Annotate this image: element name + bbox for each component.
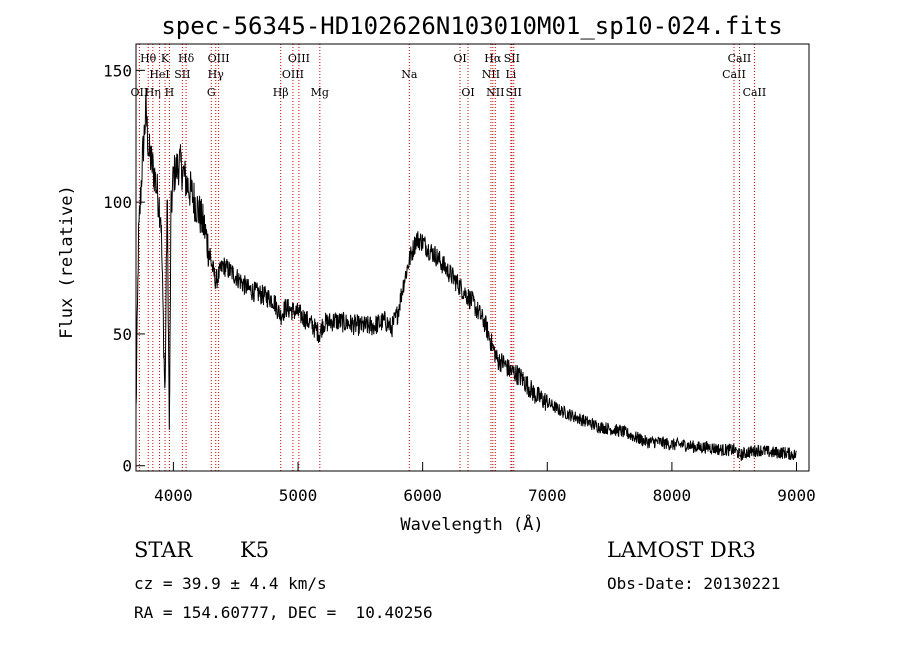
coordinates: RA = 154.60777, DEC = 10.40256 <box>134 603 433 622</box>
marker-label: CaII <box>743 86 767 99</box>
spectral-line-markers: OII Hθ Hη HeI K H SII Hδ G Hγ OIII Hβ OIII OIII Mg Na OI… <box>131 44 767 471</box>
marker-label: Hθ <box>140 52 157 65</box>
marker-label: Hγ <box>208 68 225 81</box>
x-tick-label: 7000 <box>528 486 567 505</box>
marker-label: NII <box>482 68 500 81</box>
marker-label: CaII <box>722 68 746 81</box>
marker-label: OII <box>131 86 149 99</box>
marker-label: SII <box>504 52 520 65</box>
x-tick-label: 5000 <box>279 486 318 505</box>
marker-label: OI <box>453 52 466 65</box>
y-tick-label: 150 <box>103 61 132 80</box>
marker-label: Na <box>401 68 418 81</box>
object-class: STAR <box>134 538 193 562</box>
marker-label: OI <box>461 86 474 99</box>
marker-label: H <box>165 86 175 99</box>
marker-label: OIII <box>288 52 310 65</box>
marker-label: Hδ <box>178 52 195 65</box>
x-tick-label: 6000 <box>403 486 442 505</box>
x-tick-label: 9000 <box>777 486 816 505</box>
marker-label: K <box>161 52 170 65</box>
observation-date: Obs-Date: 20130221 <box>607 574 781 593</box>
marker-label: SII <box>174 68 190 81</box>
y-tick-label: 100 <box>103 193 132 212</box>
y-axis-label: Flux (relative) <box>57 185 77 339</box>
marker-label: HeI <box>149 68 169 81</box>
marker-label: Li <box>505 68 516 81</box>
marker-label: NII <box>486 86 504 99</box>
y-tick-label: 0 <box>122 457 132 476</box>
marker-label: Hα <box>484 52 502 65</box>
redshift-cz: cz = 39.9 ± 4.4 km/s <box>134 574 327 593</box>
y-tick-label: 50 <box>113 325 132 344</box>
x-axis-label: Wavelength (Å) <box>400 513 543 535</box>
marker-label: OIII <box>208 52 230 65</box>
survey-name: LAMOST DR3 <box>607 538 756 562</box>
plot-frame <box>135 43 810 472</box>
chart-title: spec-56345-HD102626N103010M01_sp10-024.f… <box>161 12 782 40</box>
marker-label: Hβ <box>273 86 289 99</box>
spectrum-line <box>135 94 797 461</box>
marker-label: SII <box>506 86 522 99</box>
x-tick-label: 8000 <box>653 486 692 505</box>
x-tick-label: 4000 <box>154 486 193 505</box>
x-axis-ticks: 4000 5000 6000 7000 8000 9000 <box>154 462 816 505</box>
object-subclass: K5 <box>240 538 270 562</box>
marker-label: OIII <box>282 68 304 81</box>
y-axis-ticks: 0 50 100 150 <box>103 61 145 476</box>
marker-label: G <box>207 86 216 99</box>
marker-label: CaII <box>728 52 752 65</box>
marker-label: Hη <box>145 86 161 99</box>
marker-label: Mg <box>311 86 329 99</box>
